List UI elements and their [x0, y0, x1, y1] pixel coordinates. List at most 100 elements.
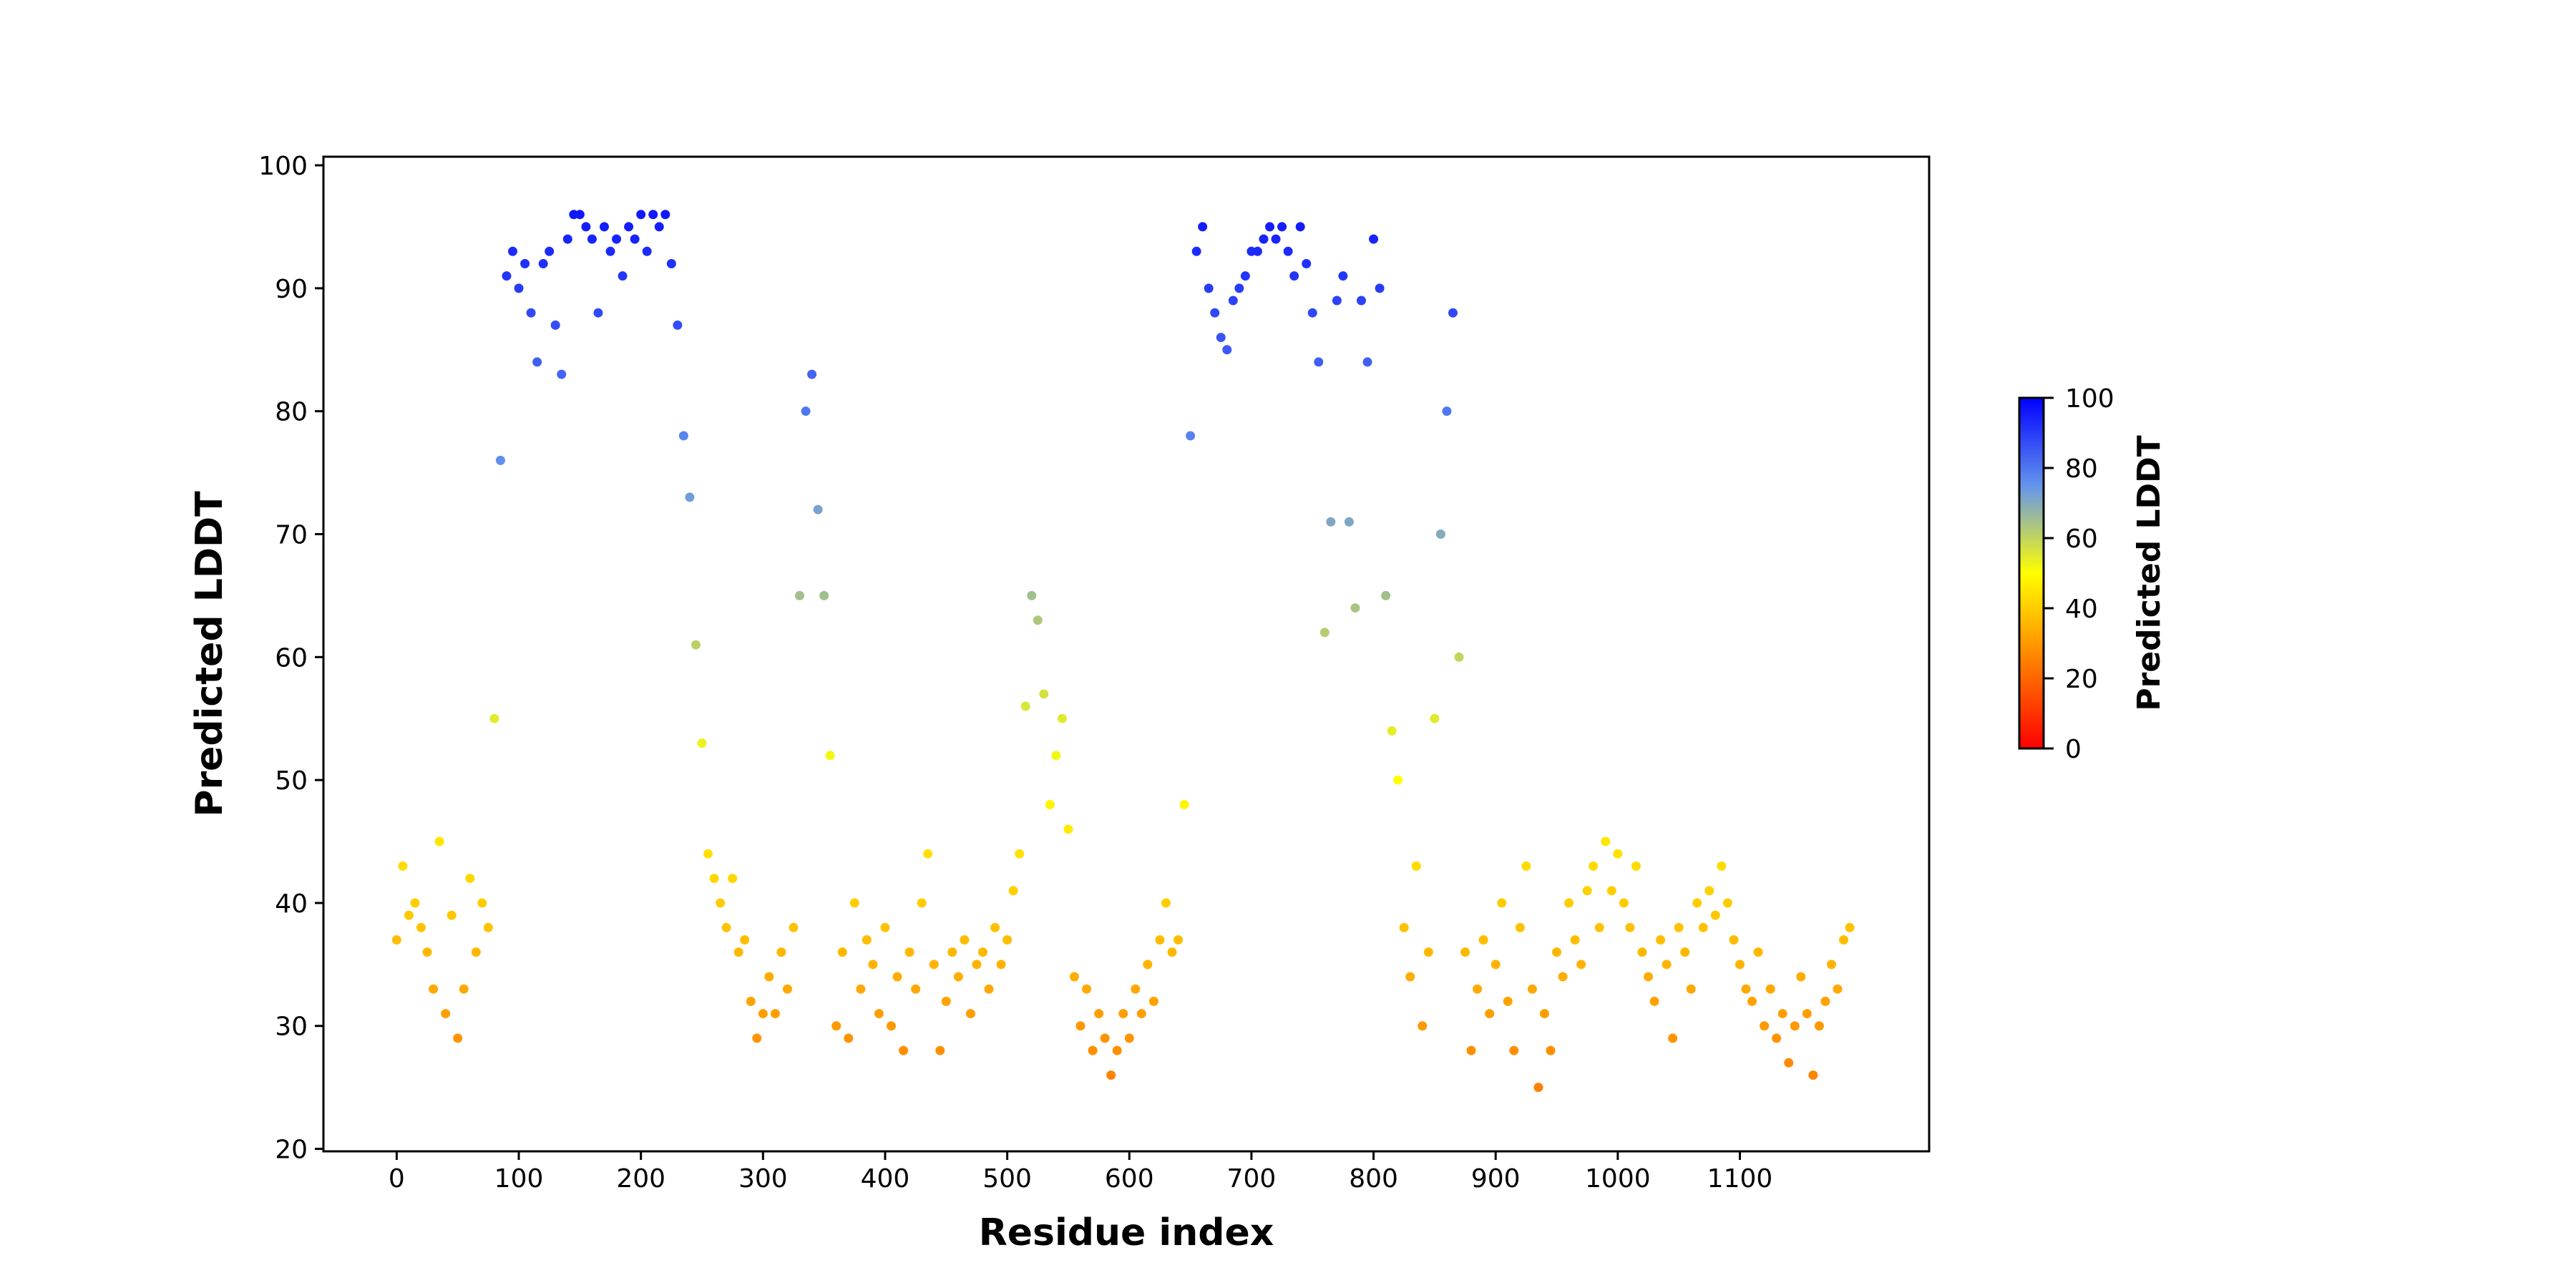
- y-tick-label: 80: [275, 398, 308, 427]
- data-point: [612, 234, 622, 244]
- colorbar-tick-label: 60: [2065, 525, 2098, 554]
- data-point: [941, 996, 951, 1006]
- data-point: [1399, 922, 1409, 932]
- data-point: [1124, 1033, 1134, 1043]
- data-point: [1167, 947, 1177, 957]
- data-point: [654, 222, 664, 232]
- data-point: [1387, 726, 1397, 736]
- data-point: [1594, 922, 1604, 932]
- data-point: [1033, 615, 1043, 625]
- data-point: [1546, 1045, 1556, 1055]
- data-point: [526, 308, 536, 318]
- data-point: [1435, 529, 1445, 539]
- data-point: [636, 210, 646, 220]
- data-point: [1692, 898, 1702, 908]
- data-point: [721, 922, 731, 932]
- data-point: [1307, 308, 1317, 318]
- data-point: [1198, 222, 1208, 232]
- data-point: [1082, 984, 1092, 994]
- data-point: [825, 751, 835, 761]
- data-point: [1820, 996, 1830, 1006]
- data-point: [1423, 947, 1433, 957]
- data-point: [1466, 1045, 1476, 1055]
- data-point: [1252, 246, 1262, 256]
- y-tick-label: 50: [275, 766, 308, 796]
- data-point: [929, 960, 939, 970]
- x-axis-label: Residue index: [979, 1211, 1274, 1254]
- data-point: [1564, 898, 1574, 908]
- data-point: [520, 258, 530, 268]
- data-point: [996, 960, 1006, 970]
- data-point: [697, 738, 707, 748]
- data-point: [1430, 713, 1440, 723]
- data-point: [1161, 898, 1171, 908]
- data-point: [1662, 960, 1672, 970]
- x-tick-label: 200: [616, 1164, 665, 1194]
- data-point: [618, 271, 628, 281]
- data-point: [416, 922, 426, 932]
- data-point: [1576, 960, 1586, 970]
- data-point: [630, 234, 640, 244]
- data-point: [782, 984, 792, 994]
- data-point: [856, 984, 866, 994]
- data-point: [1558, 972, 1568, 982]
- data-point: [1045, 799, 1055, 809]
- data-point: [831, 1021, 841, 1031]
- data-point: [1760, 1021, 1770, 1031]
- data-point: [1448, 308, 1458, 318]
- data-point: [562, 234, 572, 244]
- data-point: [1704, 886, 1714, 896]
- colorbar-tick-label: 40: [2065, 595, 2098, 624]
- data-point: [1051, 751, 1061, 761]
- data-point: [1668, 1033, 1678, 1043]
- data-point: [1186, 431, 1196, 441]
- data-point: [1344, 517, 1354, 527]
- data-point: [1234, 283, 1244, 293]
- data-point: [1839, 935, 1849, 945]
- data-point: [1515, 922, 1525, 932]
- data-point: [1314, 357, 1324, 367]
- data-point: [502, 271, 512, 281]
- data-point: [483, 922, 493, 932]
- data-point: [1784, 1058, 1794, 1068]
- data-point: [1277, 222, 1287, 232]
- x-tick-label: 400: [861, 1164, 910, 1194]
- data-point: [904, 947, 914, 957]
- data-point: [1131, 984, 1141, 994]
- data-point: [862, 935, 872, 945]
- data-point: [1686, 984, 1696, 994]
- data-point: [740, 935, 750, 945]
- data-point: [593, 308, 603, 318]
- x-tick-label: 600: [1105, 1164, 1154, 1194]
- data-point: [429, 984, 439, 994]
- data-point: [1106, 1070, 1116, 1080]
- data-point: [1674, 922, 1684, 932]
- data-point: [1503, 996, 1513, 1006]
- y-tick-label: 20: [275, 1136, 308, 1165]
- data-point: [678, 431, 688, 441]
- data-point: [1369, 234, 1379, 244]
- data-point: [1112, 1045, 1122, 1055]
- data-point: [557, 369, 567, 379]
- data-point: [1777, 1009, 1787, 1019]
- data-point: [899, 1045, 909, 1055]
- colorbar-label: Predicted LDDT: [2131, 435, 2167, 711]
- data-point: [581, 222, 591, 232]
- data-point: [1069, 972, 1079, 982]
- y-tick-label: 90: [275, 275, 308, 304]
- data-point: [538, 258, 548, 268]
- data-point: [1637, 947, 1647, 957]
- data-point: [1338, 271, 1348, 281]
- data-point: [1027, 590, 1037, 600]
- data-point: [1613, 849, 1623, 859]
- data-point: [1619, 898, 1629, 908]
- data-point: [1570, 935, 1580, 945]
- x-axis-ticks: 0 100 200 300 400 500 600 700 800 900 1000 1100: [389, 1151, 1772, 1194]
- data-point: [1240, 271, 1250, 281]
- data-point: [1833, 984, 1843, 994]
- data-point: [1454, 652, 1464, 662]
- data-point: [807, 369, 817, 379]
- data-point: [1625, 922, 1635, 932]
- colorbar-ticks: 0 20 40 60 80 100: [2044, 384, 2114, 764]
